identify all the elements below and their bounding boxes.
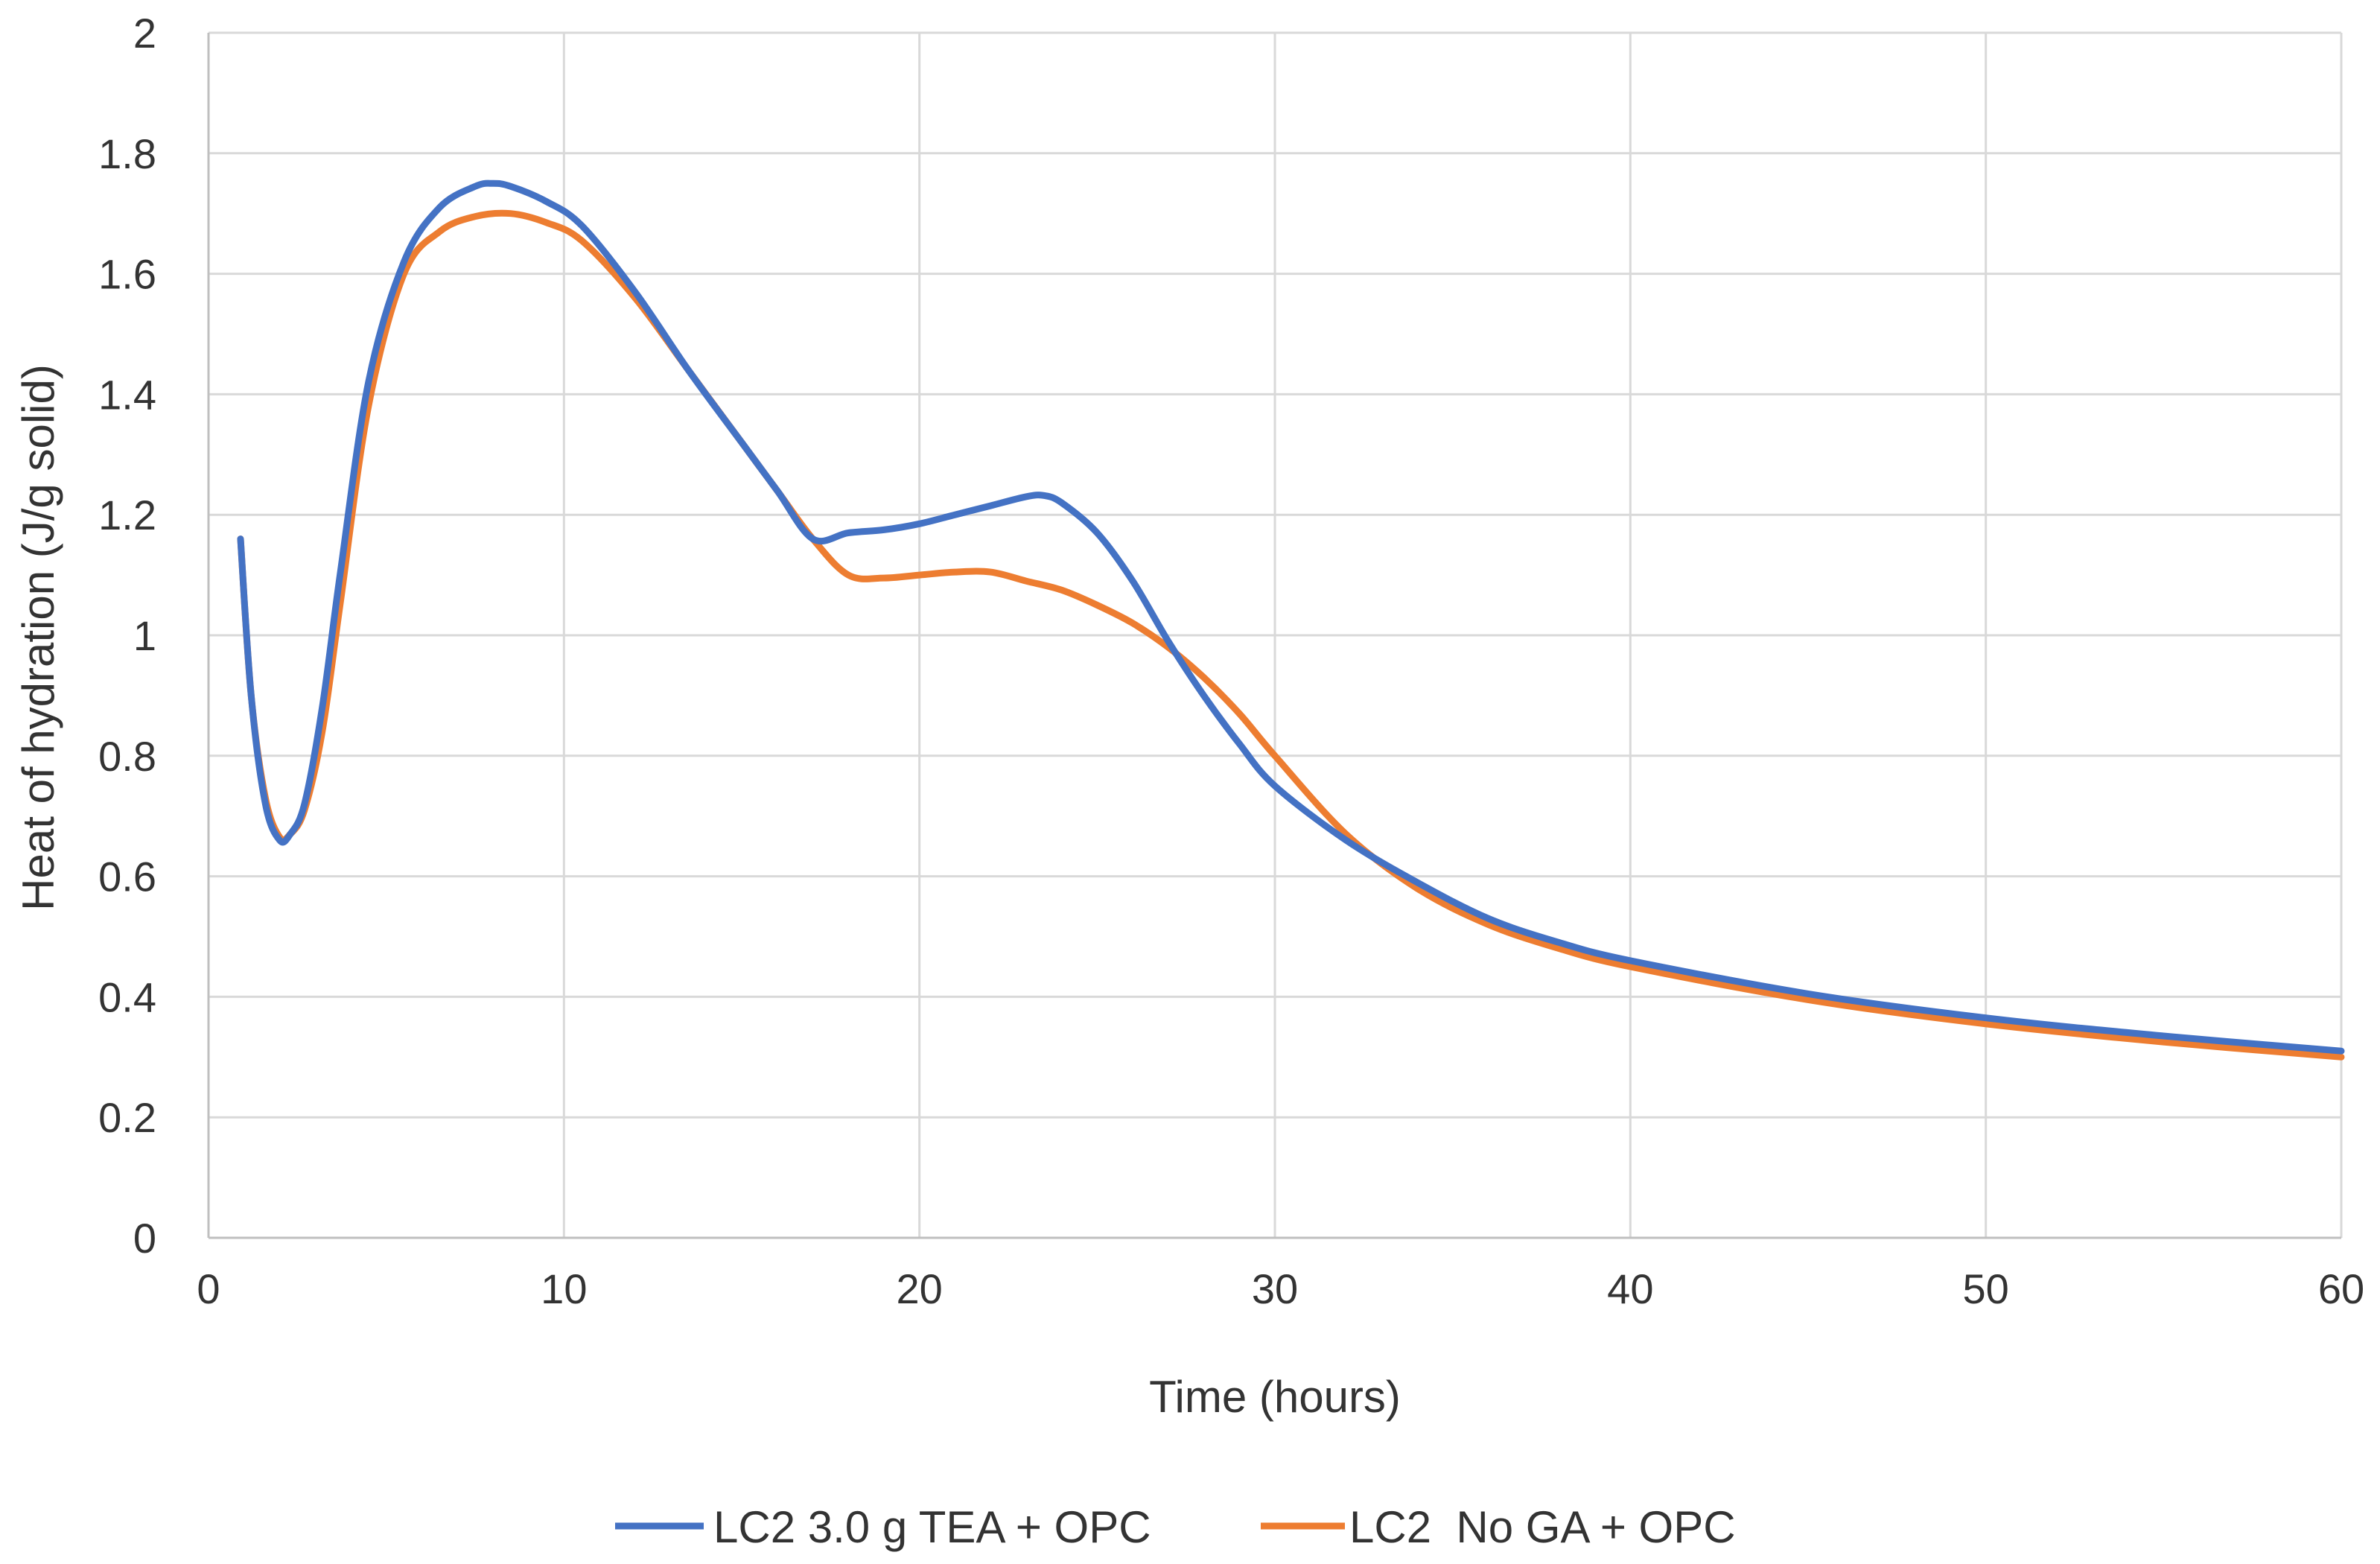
x-tick-label: 60 <box>2318 1265 2364 1312</box>
x-tick-label: 20 <box>897 1265 943 1312</box>
y-tick-label: 1.6 <box>98 251 156 298</box>
y-tick-label: 1.4 <box>98 371 156 418</box>
series-line-no-ga-opc <box>237 209 2345 1061</box>
y-tick-label: 0.6 <box>98 853 156 900</box>
y-tick-label: 1.8 <box>98 130 156 177</box>
y-tick-label: 0.8 <box>98 733 156 780</box>
y-tick-label: 0.4 <box>98 973 156 1020</box>
tick-labels: 00.20.40.60.811.21.41.61.820 10 20 30 40 50 60 <box>98 10 2364 1312</box>
series-layer <box>237 179 2345 1061</box>
x-tick-label: 0 <box>197 1265 220 1312</box>
grid-layer <box>209 31 2343 1238</box>
x-tick-label: 30 <box>1252 1265 1298 1312</box>
x-tick-label: 50 <box>1963 1265 2009 1312</box>
y-tick-label: 2 <box>133 10 156 57</box>
legend-label-no-ga: LC2 No GA + OPC <box>1349 1502 1736 1552</box>
y-axis-title: Heat of hydration (J/g solid) <box>13 364 63 911</box>
x-axis-title: Time (hours) <box>1149 1372 1401 1422</box>
y-tick-label: 0 <box>133 1215 156 1262</box>
legend: LC2 3.0 g TEA + OPC LC2 No GA + OPC <box>615 1502 1736 1552</box>
legend-label-tea: LC2 3.0 g TEA + OPC <box>713 1502 1151 1552</box>
y-tick-label: 1 <box>133 612 156 659</box>
series-line-tea-opc <box>237 179 2345 1055</box>
y-tick-label: 0.2 <box>98 1094 156 1141</box>
axis-layer <box>207 33 2341 1239</box>
x-tick-label: 10 <box>541 1265 587 1312</box>
x-tick-label: 40 <box>1607 1265 1653 1312</box>
y-tick-label: 1.2 <box>98 492 156 538</box>
